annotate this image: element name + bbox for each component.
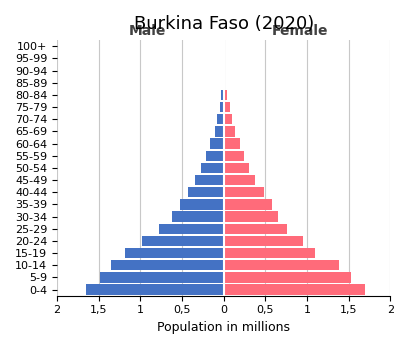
Bar xyxy=(215,126,224,136)
Bar xyxy=(224,90,227,100)
Bar xyxy=(224,224,287,234)
Bar xyxy=(224,260,339,270)
Bar xyxy=(224,126,235,136)
Bar xyxy=(224,284,365,295)
Bar xyxy=(222,77,224,88)
Bar xyxy=(224,102,229,112)
Bar xyxy=(224,236,303,246)
Bar xyxy=(224,150,244,161)
Bar xyxy=(86,284,224,295)
Bar xyxy=(224,211,278,222)
Bar xyxy=(220,102,224,112)
Bar xyxy=(221,90,224,100)
Bar xyxy=(224,163,249,173)
Bar xyxy=(224,65,225,76)
Text: Male: Male xyxy=(128,23,166,38)
Bar xyxy=(195,175,224,185)
Bar xyxy=(224,114,232,124)
Title: Burkina Faso (2020): Burkina Faso (2020) xyxy=(134,15,314,33)
Bar xyxy=(142,236,224,246)
Bar xyxy=(217,114,224,124)
Bar xyxy=(100,272,224,283)
Bar xyxy=(188,187,224,198)
Bar xyxy=(224,272,351,283)
Bar xyxy=(223,65,224,76)
Text: Female: Female xyxy=(272,23,329,38)
Bar xyxy=(224,248,315,258)
Bar xyxy=(224,139,240,149)
Bar xyxy=(180,199,224,210)
Bar xyxy=(224,199,272,210)
Bar xyxy=(224,187,264,198)
Bar xyxy=(211,139,224,149)
Bar xyxy=(224,77,225,88)
Bar xyxy=(206,150,224,161)
Bar xyxy=(224,175,256,185)
Bar xyxy=(172,211,224,222)
Bar xyxy=(126,248,224,258)
Bar xyxy=(159,224,224,234)
Bar xyxy=(201,163,224,173)
X-axis label: Population in millions: Population in millions xyxy=(157,321,290,334)
Bar xyxy=(111,260,224,270)
